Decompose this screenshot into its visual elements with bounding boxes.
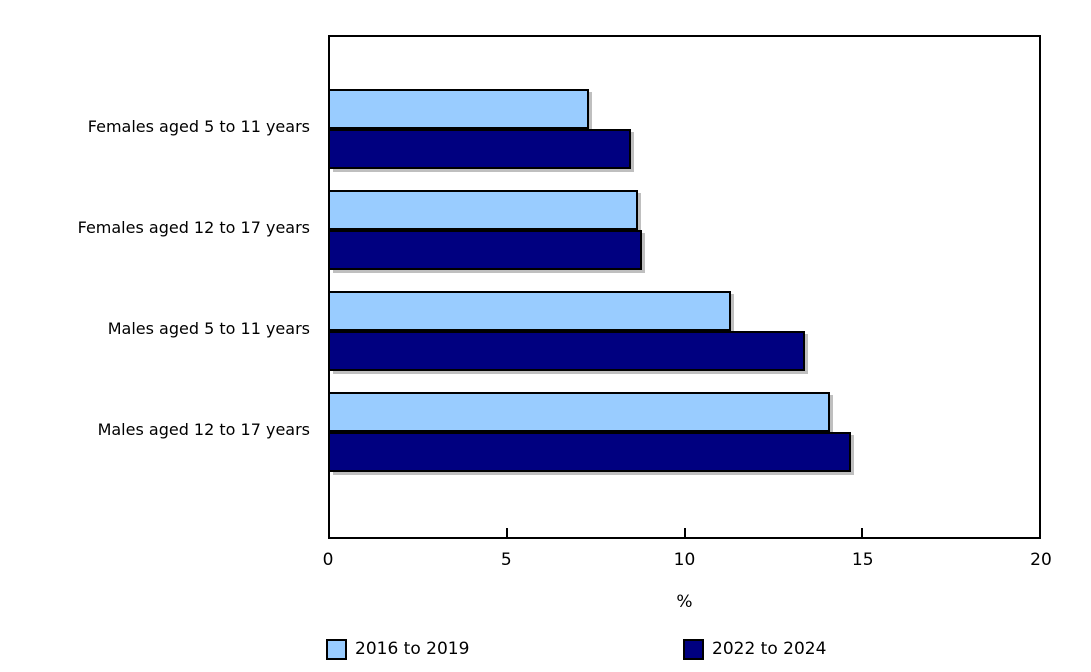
bar-series2-category3 <box>330 331 806 371</box>
legend-label-2: 2022 to 2024 <box>712 639 827 659</box>
category-label-1: Females aged 5 to 11 years <box>87 117 310 136</box>
x-axis-tick-mark-5 <box>506 528 509 537</box>
legend: 2016 to 2019 2022 to 2024 <box>0 636 1091 662</box>
legend-swatch-icon <box>326 638 347 660</box>
plot-area <box>328 35 1041 539</box>
bar-series1-category4 <box>330 392 830 432</box>
bar-series1-category2 <box>330 190 639 230</box>
x-axis-tick-label-0: 0 <box>322 550 334 570</box>
bar-series2-category2 <box>330 230 642 270</box>
x-axis-tick-label-15: 15 <box>851 550 874 570</box>
x-axis-tick-mark-10 <box>683 528 686 537</box>
category-label-3: Males aged 5 to 11 years <box>107 319 310 338</box>
x-axis-tick-mark-15 <box>860 528 863 537</box>
bar-series1-category3 <box>330 291 731 331</box>
legend-item-2: 2022 to 2024 <box>683 636 826 662</box>
x-axis-title: % <box>676 592 693 612</box>
legend-label-1: 2016 to 2019 <box>355 639 470 659</box>
bar-series2-category4 <box>330 432 852 472</box>
x-axis-tick-label-10: 10 <box>673 550 696 570</box>
legend-item-1: 2016 to 2019 <box>326 636 469 662</box>
legend-swatch-icon <box>683 638 704 660</box>
x-axis-tick-label-5: 5 <box>500 550 512 570</box>
bar-series1-category1 <box>330 89 589 129</box>
x-axis-tick-label-20: 20 <box>1030 550 1052 570</box>
category-label-4: Males aged 12 to 17 years <box>97 420 310 439</box>
category-label-2: Females aged 12 to 17 years <box>77 218 310 237</box>
bar-series2-category1 <box>330 129 632 169</box>
